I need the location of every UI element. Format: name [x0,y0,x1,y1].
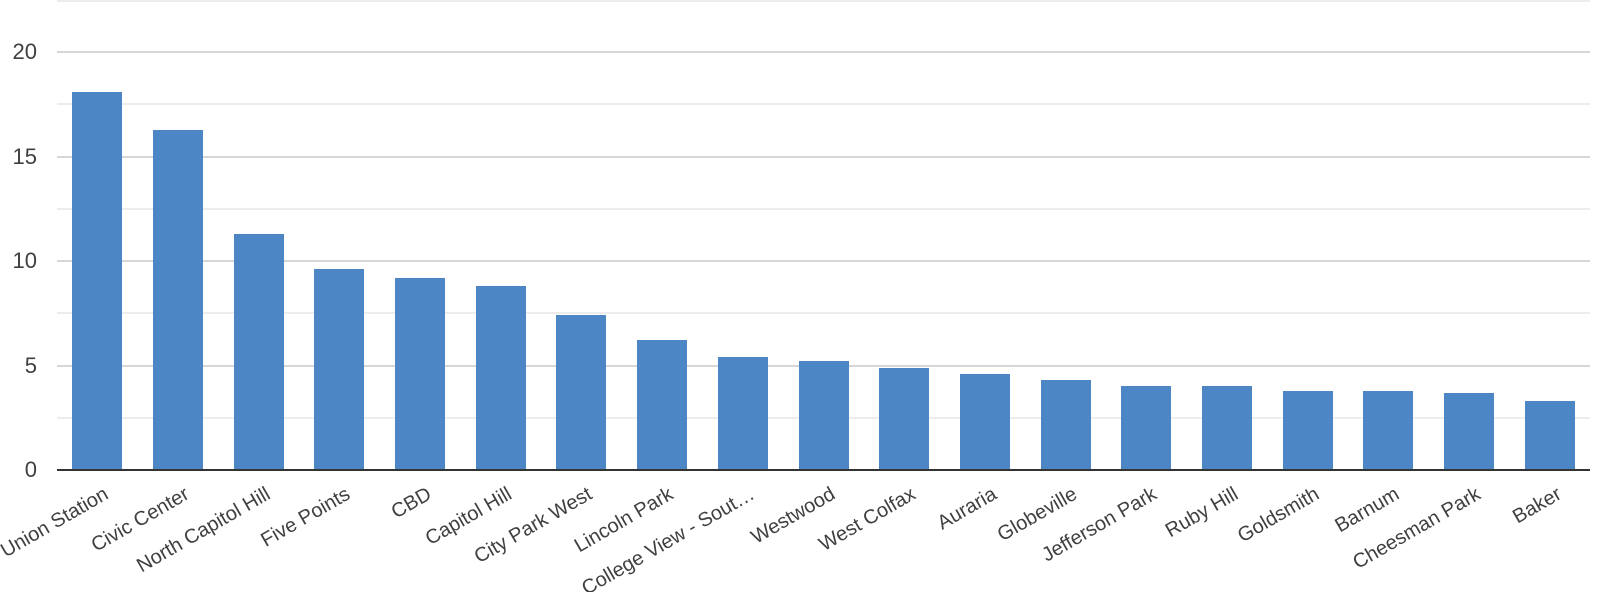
x-tick-label: City Park West [470,483,596,568]
x-tick-label: Lincoln Park [570,483,677,558]
minor-gridline [57,0,1590,2]
bar[interactable] [1525,401,1575,470]
minor-gridline [57,103,1590,105]
y-tick-label: 5 [24,353,37,378]
x-tick-label: North Capitol Hill [133,483,274,578]
x-tick-label: Westwood [747,483,839,549]
bar[interactable] [960,374,1010,470]
x-tick-label: Five Points [257,483,354,552]
y-tick-label: 20 [12,39,37,64]
plot-area [57,0,1590,471]
bar[interactable] [395,278,445,470]
x-tick-label: CBD [387,483,435,524]
bar[interactable] [637,340,687,470]
minor-gridline [57,312,1590,314]
x-tick-label: Baker [1508,483,1565,529]
bar[interactable] [718,357,768,470]
bar[interactable] [153,130,203,470]
x-tick-label: Capitol Hill [422,483,516,550]
x-tick-label: Union Station [0,483,112,563]
major-gridline [57,260,1590,262]
bar[interactable] [879,368,929,470]
bar[interactable] [1121,386,1171,470]
minor-gridline [57,208,1590,210]
x-axis-line [57,469,1590,471]
y-axis-labels: 0 5 10 15 20 [0,0,40,481]
major-gridline [57,156,1590,158]
x-tick-label: Auraria [933,483,1000,535]
bar[interactable] [1283,391,1333,470]
x-tick-label: Globeville [993,483,1081,546]
x-tick-label: Civic Center [87,483,193,557]
bar[interactable] [1363,391,1413,470]
y-tick-label: 10 [12,248,37,273]
major-gridline [57,51,1590,53]
bar[interactable] [799,361,849,470]
x-tick-label: Barnum [1331,483,1403,538]
bar[interactable] [1041,380,1091,470]
bar[interactable] [476,286,526,470]
y-tick-label: 15 [12,144,37,169]
bar[interactable] [556,315,606,470]
x-tick-label: Jefferson Park [1038,483,1161,567]
bar[interactable] [1444,393,1494,470]
bar[interactable] [72,92,122,470]
x-tick-label: Goldsmith [1234,483,1323,548]
y-tick-label: 0 [24,457,37,482]
x-tick-label: West Colfax [814,483,919,556]
x-tick-label: Cheesman Park [1348,483,1484,574]
x-tick-label: College View - Sout… [577,483,758,592]
bar[interactable] [314,269,364,470]
x-tick-label: Ruby Hill [1161,483,1242,543]
bar[interactable] [234,234,284,470]
bar[interactable] [1202,386,1252,470]
